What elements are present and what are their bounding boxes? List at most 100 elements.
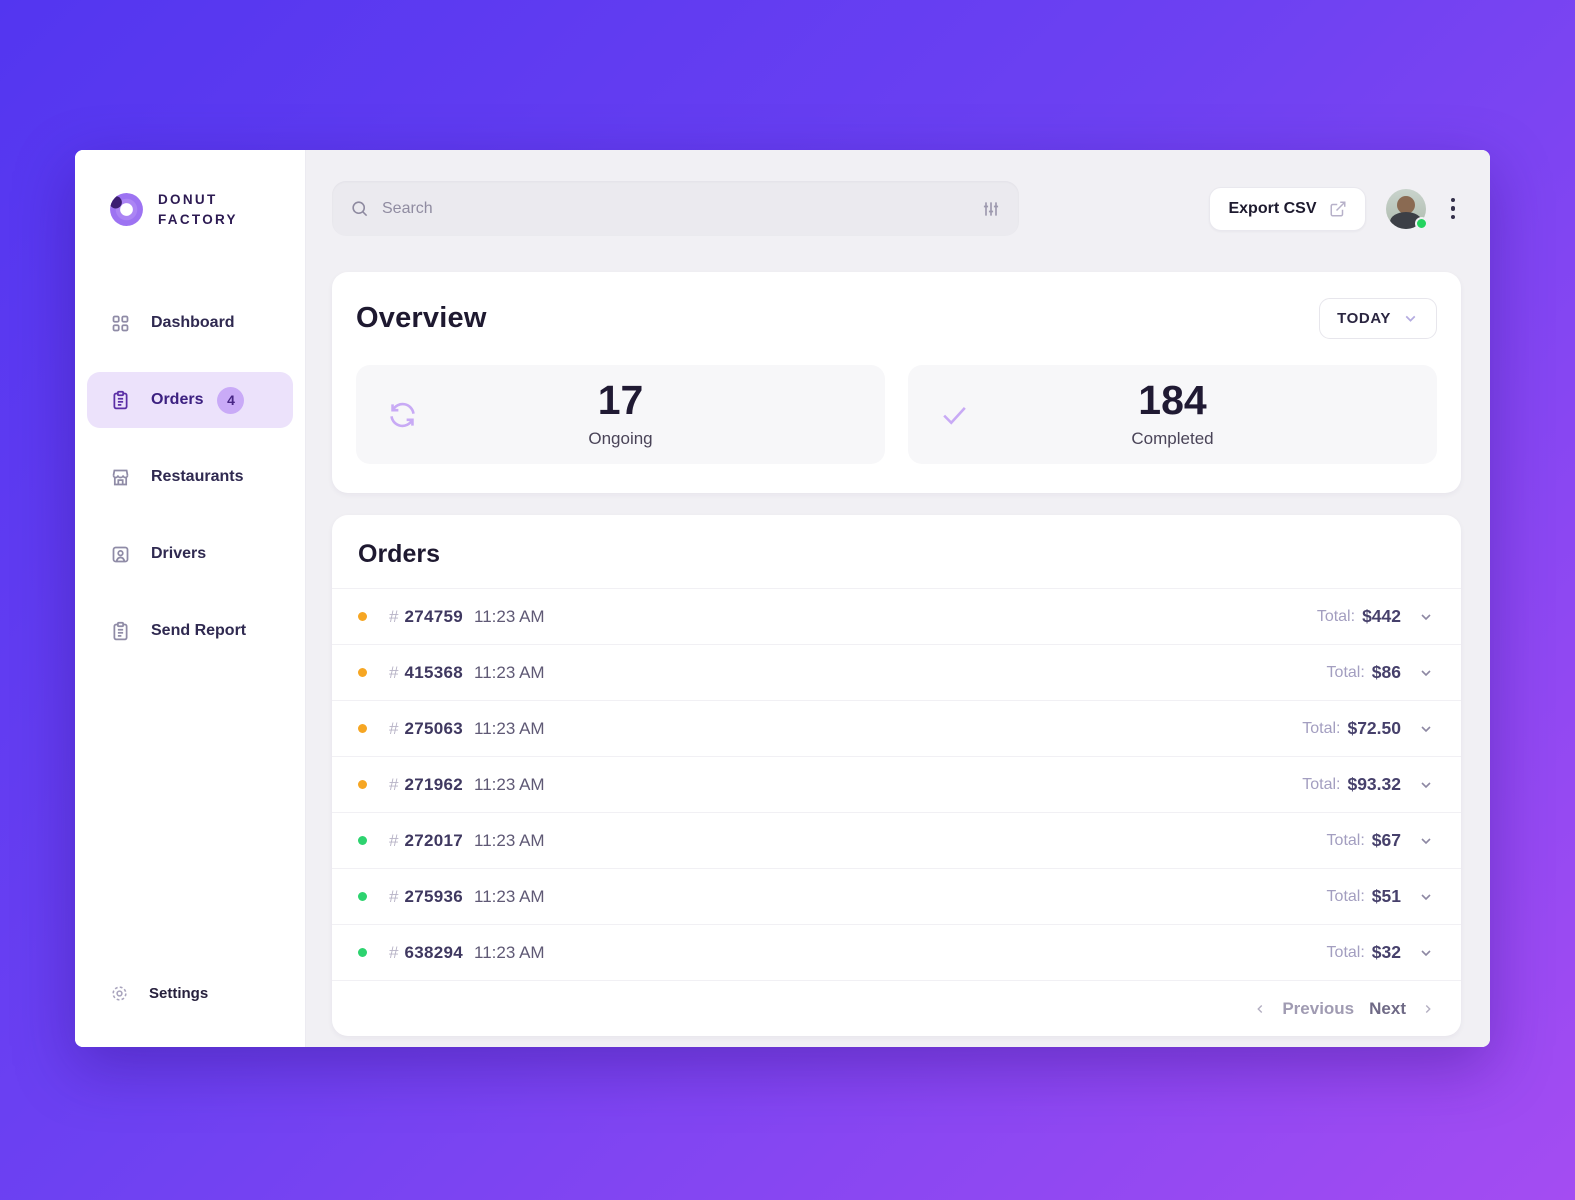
order-total-group: Total: $86 — [1327, 662, 1434, 683]
search-icon — [350, 199, 369, 218]
pagination: Previous Next — [332, 980, 1461, 1036]
order-row[interactable]: # 274759 11:23 AM Total: $442 — [332, 588, 1461, 644]
check-icon — [939, 399, 970, 430]
total-label: Total: — [1326, 663, 1365, 681]
sidebar-item-send-report[interactable]: Send Report — [87, 603, 293, 659]
total-value: $51 — [1371, 886, 1401, 906]
order-number: 275063 — [404, 718, 463, 738]
avatar-photo — [1385, 188, 1426, 229]
order-row[interactable]: # 272017 11:23 AM Total: $67 — [332, 812, 1461, 868]
hash-symbol: # — [389, 830, 399, 850]
search-bar[interactable] — [332, 181, 1019, 236]
order-row[interactable]: # 275063 11:23 AM Total: $72.50 — [332, 700, 1461, 756]
search-input[interactable] — [382, 199, 981, 218]
sidebar-item-orders[interactable]: Orders 4 — [87, 372, 293, 429]
completed-count: 184 — [1138, 377, 1207, 423]
sidebar-item-label: Dashboard — [151, 314, 235, 332]
chevron-right-icon[interactable] — [1421, 1002, 1435, 1016]
order-row[interactable]: # 638294 11:23 AM Total: $32 — [332, 924, 1461, 980]
export-csv-button[interactable]: Export CSV — [1209, 186, 1366, 231]
order-status-dot — [358, 724, 367, 733]
order-row[interactable]: # 271962 11:23 AM Total: $93.32 — [332, 756, 1461, 812]
sidebar-item-settings[interactable]: Settings — [75, 969, 305, 1017]
user-avatar[interactable] — [1385, 188, 1428, 230]
chevron-down-icon[interactable] — [1418, 721, 1434, 737]
chevron-down-icon[interactable] — [1418, 945, 1434, 961]
chevron-down-icon[interactable] — [1418, 777, 1434, 793]
sidebar-item-drivers[interactable]: Drivers — [87, 526, 293, 582]
sidebar-item-label: Settings — [149, 984, 209, 1002]
app-logo: DONUT FACTORY — [75, 150, 305, 229]
topbar: Export CSV — [332, 181, 1461, 236]
sidebar-item-dashboard[interactable]: Dashboard — [87, 295, 293, 351]
period-label: TODAY — [1337, 310, 1391, 327]
order-time: 11:23 AM — [474, 718, 545, 738]
chevron-left-icon[interactable] — [1253, 1002, 1267, 1016]
hash-symbol: # — [389, 718, 399, 738]
order-status-dot — [358, 948, 367, 957]
filter-sliders-icon[interactable] — [981, 199, 1001, 219]
total-value: $86 — [1371, 662, 1401, 682]
order-total-group: Total: $93.32 — [1302, 774, 1434, 795]
kebab-menu-icon[interactable] — [1445, 192, 1462, 226]
total-value: $442 — [1362, 606, 1401, 626]
order-total-group: Total: $72.50 — [1302, 718, 1434, 739]
total-label: Total: — [1302, 775, 1341, 793]
chevron-down-icon[interactable] — [1418, 889, 1434, 905]
gear-icon — [110, 984, 129, 1003]
total-value: $32 — [1371, 942, 1401, 962]
order-time: 11:23 AM — [474, 830, 545, 850]
order-time: 11:23 AM — [474, 942, 545, 962]
total-value: $93.32 — [1347, 774, 1401, 794]
period-dropdown[interactable]: TODAY — [1319, 298, 1437, 339]
overview-header: Overview TODAY — [356, 298, 1437, 339]
order-number: 271962 — [404, 774, 463, 794]
driver-id-icon — [110, 544, 131, 565]
order-total-group: Total: $67 — [1327, 830, 1434, 851]
clipboard-icon — [110, 390, 131, 411]
external-link-icon — [1329, 200, 1347, 218]
overview-title: Overview — [356, 302, 487, 334]
next-page-button[interactable]: Next — [1369, 998, 1406, 1018]
order-time: 11:23 AM — [474, 662, 545, 682]
app-name: DONUT FACTORY — [158, 192, 238, 227]
sidebar-item-label: Send Report — [151, 622, 247, 640]
sidebar-item-label: Drivers — [151, 545, 207, 563]
order-time: 11:23 AM — [474, 774, 545, 794]
orders-list: # 274759 11:23 AM Total: $442 — [332, 588, 1461, 980]
orders-card: Orders # 274759 11:23 AM Total: $442 — [332, 515, 1461, 1036]
order-total-group: Total: $442 — [1317, 606, 1434, 627]
previous-page-button[interactable]: Previous — [1282, 998, 1355, 1018]
chevron-down-icon[interactable] — [1418, 609, 1434, 625]
order-total-group: Total: $32 — [1327, 942, 1434, 963]
order-row[interactable]: # 415368 11:23 AM Total: $86 — [332, 644, 1461, 700]
chevron-down-icon — [1402, 310, 1419, 327]
ongoing-label: Ongoing — [588, 429, 653, 448]
sidebar-item-restaurants[interactable]: Restaurants — [87, 449, 293, 505]
order-time: 11:23 AM — [474, 606, 545, 626]
sidebar-nav: Dashboard Orders 4 — [75, 295, 305, 659]
donut-logo-icon — [110, 193, 143, 227]
overview-card: Overview TODAY — [332, 272, 1461, 493]
stats-row: 17 Ongoing 184 Completed — [356, 365, 1437, 464]
hash-symbol: # — [389, 662, 399, 682]
order-row[interactable]: # 275936 11:23 AM Total: $51 — [332, 868, 1461, 924]
total-value: $67 — [1371, 830, 1401, 850]
chevron-down-icon[interactable] — [1418, 665, 1434, 681]
topbar-actions: Export CSV — [1209, 186, 1462, 231]
storefront-icon — [110, 467, 131, 488]
completed-label: Completed — [1131, 429, 1214, 448]
ongoing-count: 17 — [597, 377, 644, 423]
export-csv-label: Export CSV — [1228, 199, 1317, 217]
total-label: Total: — [1316, 607, 1356, 625]
order-number: 274759 — [404, 606, 463, 626]
order-number: 272017 — [404, 830, 463, 850]
order-number: 275936 — [404, 886, 463, 906]
order-status-dot — [358, 836, 367, 845]
chevron-down-icon[interactable] — [1418, 833, 1434, 849]
hash-symbol: # — [389, 942, 399, 962]
order-number: 638294 — [404, 942, 463, 962]
total-label: Total: — [1326, 943, 1365, 961]
total-label: Total: — [1302, 719, 1341, 737]
main-content: Export CSV — [306, 150, 1490, 1047]
